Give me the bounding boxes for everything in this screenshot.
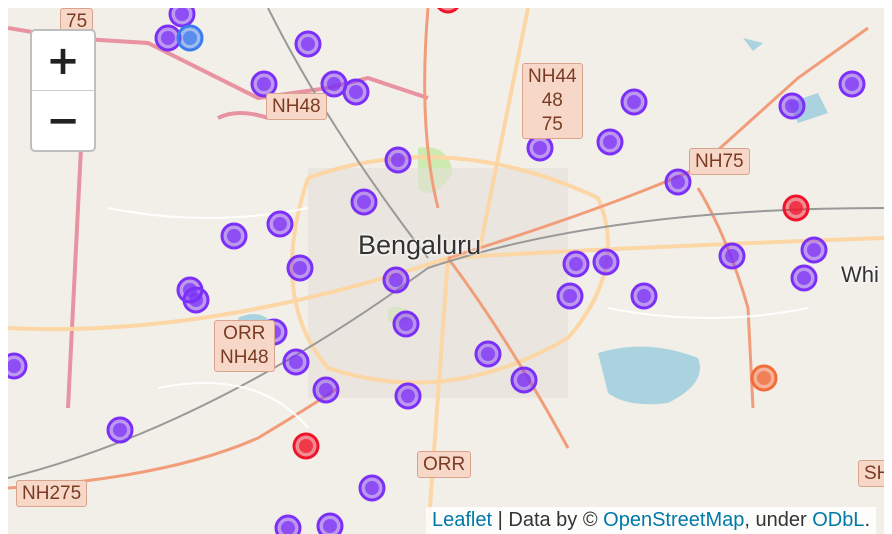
map-marker-core xyxy=(227,229,241,243)
road-shield-sh: SH xyxy=(858,460,884,487)
road-shield-nh75: NH75 xyxy=(689,148,750,175)
road-shield-nh275: NH275 xyxy=(16,480,88,507)
attribution-text: . xyxy=(864,509,870,531)
map-marker-core xyxy=(533,141,547,155)
map-marker-core xyxy=(281,521,295,534)
map-marker-core xyxy=(189,293,203,307)
attribution-text: , under xyxy=(744,509,813,531)
map-marker-core xyxy=(365,481,379,495)
map-marker-core xyxy=(797,271,811,285)
map-tiles xyxy=(8,8,884,534)
road-shield-orr: ORR xyxy=(417,451,472,478)
osm-link[interactable]: OpenStreetMap xyxy=(603,509,745,531)
attribution: Leaflet | Data by © OpenStreetMap, under… xyxy=(426,507,876,534)
map-marker-core xyxy=(273,217,287,231)
map-marker-core xyxy=(293,261,307,275)
map-marker-core xyxy=(637,289,651,303)
map-marker-core xyxy=(399,317,413,331)
road-shield-nh48: NH48 xyxy=(266,93,327,120)
map-marker-core xyxy=(569,257,583,271)
map-marker-core xyxy=(391,153,405,167)
map-marker-core xyxy=(671,175,685,189)
zoom-in-button[interactable]: + xyxy=(46,37,80,84)
map-marker-core xyxy=(599,255,613,269)
red-map-marker[interactable] xyxy=(436,8,460,14)
map-marker-core xyxy=(299,439,313,453)
attribution-text: | Data by © xyxy=(492,509,604,531)
map-marker-core xyxy=(289,355,303,369)
map-marker-core xyxy=(603,135,617,149)
road-shield-nh44: NH44 48 75 xyxy=(522,63,583,139)
city-label: Bengaluru xyxy=(358,230,482,260)
odbl-link[interactable]: ODbL xyxy=(812,509,865,531)
zoom-out-button[interactable]: − xyxy=(32,90,94,150)
leaflet-link[interactable]: Leaflet xyxy=(432,509,493,531)
map-marker-core xyxy=(319,383,333,397)
map-marker-core xyxy=(389,273,403,287)
map-marker-core xyxy=(161,31,175,45)
map-marker-core xyxy=(845,77,859,91)
map-marker-core xyxy=(113,423,127,437)
map-marker-core xyxy=(785,99,799,113)
map-marker-core xyxy=(517,373,531,387)
map-marker-core xyxy=(789,201,803,215)
place-label-partial: Whi xyxy=(841,262,879,287)
map-marker-core xyxy=(481,347,495,361)
map-marker-core xyxy=(807,243,821,257)
road-shield-orr-nh48: ORR NH48 xyxy=(214,320,275,372)
map-marker-core xyxy=(183,31,197,45)
map-marker-core xyxy=(401,389,415,403)
map-marker-core xyxy=(323,519,337,533)
map-marker-core xyxy=(257,77,271,91)
map-marker-core xyxy=(757,371,771,385)
map-marker-core xyxy=(301,37,315,51)
map-marker-core xyxy=(627,95,641,109)
map-marker-core xyxy=(349,85,363,99)
map-view[interactable]: 75 NH48 NH44 48 75 NH75 ORR NH48 ORR NH2… xyxy=(8,8,884,534)
map-marker-core xyxy=(175,8,189,21)
map-marker-core xyxy=(563,289,577,303)
map-marker-core xyxy=(327,77,341,91)
map-marker-core xyxy=(357,195,371,209)
zoom-control: + − xyxy=(30,29,96,152)
map-marker-core xyxy=(8,359,21,373)
map-marker-core xyxy=(725,249,739,263)
